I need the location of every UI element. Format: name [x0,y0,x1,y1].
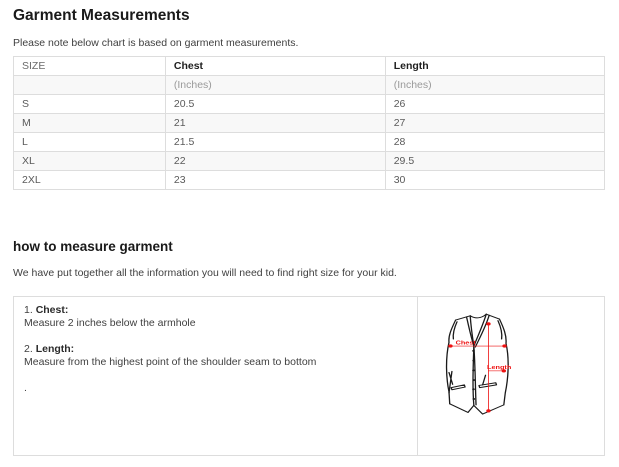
header-row: SIZE Chest Length [13,56,606,76]
column-header-size: SIZE [13,56,166,76]
length-cell: 27 [384,113,606,133]
vest-right-lapel-fold [474,314,490,348]
chest-cell: 20.5 [164,94,386,114]
length-label: Length [487,365,511,371]
measure-step-length: 2. Length: Measure from the highest poin… [24,343,407,369]
page-title: Garment Measurements [13,7,190,24]
size-cell: 2XL [13,170,166,190]
size-chart-table: SIZE Chest Length (Inches) (Inches) S 20… [13,56,606,190]
step-number: 2. [24,343,33,355]
column-header-length: Length [384,56,606,76]
size-cell: S [13,94,166,114]
units-chest-cell: (Inches) [164,75,386,95]
length-cell: 26 [384,94,606,114]
chest-cell: 21 [164,113,386,133]
vest-buttons [472,349,476,400]
chest-cell: 23 [164,170,386,190]
vest-left-hem [449,403,475,413]
vest-left-armhole [452,321,458,340]
note-text: Please note below chart is based on garm… [13,37,299,49]
vest-right-armhole [497,320,503,340]
vest-left-shoulder [454,315,471,321]
length-cell: 28 [384,132,606,152]
table-row: XL 22 29.5 [13,151,606,171]
size-cell: M [13,113,166,133]
measure-step-chest: 1. Chest: Measure 2 inches below the arm… [24,304,407,330]
vest-right-shoulder [485,313,501,320]
vest-front-edge-right [473,345,477,406]
length-cell: 29.5 [384,151,606,171]
size-cell: L [13,132,166,152]
vest-right-side [498,318,509,406]
step-description: Measure from the highest point of the sh… [24,356,317,368]
vest-right-crease [481,374,487,386]
step-label: Length: [35,343,75,355]
footnote-dot: . [24,382,27,394]
step-number: 1. [24,304,33,316]
measure-instructions: 1. Chest: Measure 2 inches below the arm… [14,297,418,455]
vest-right-lapel [473,313,487,347]
table-row: 2XL 23 30 [13,170,606,190]
units-length-cell: (Inches) [384,75,606,95]
table-row: L 21.5 28 [13,132,606,152]
vest-left-lapel-fold [465,316,475,347]
vest-left-crease [448,370,454,394]
units-row: (Inches) (Inches) [13,75,606,95]
length-cell: 30 [384,170,606,190]
column-header-chest: Chest [164,56,386,76]
chest-label: Chest [456,340,477,346]
vest-left-pocket [450,384,466,391]
measure-guide-panel: 1. Chest: Measure 2 inches below the arm… [13,296,605,456]
size-cell: XL [13,151,166,171]
step-label: Chest: [35,304,69,316]
vest-right-pocket [478,382,498,389]
chest-cell: 21.5 [164,132,386,152]
vest-diagram-cell: Chest Length [418,297,604,455]
units-size-cell [13,75,166,95]
intro-text: We have put together all the information… [13,267,397,279]
step-description: Measure 2 inches below the armhole [24,317,196,329]
vest-left-side [445,319,457,405]
chest-cell: 22 [164,151,386,171]
table-row: S 20.5 26 [13,94,606,114]
vest-right-hem [473,404,505,415]
vest-illustration: Chest Length [445,313,511,415]
table-row: M 21 27 [13,113,606,133]
vest-back-collar [469,313,487,319]
how-to-measure-heading: how to measure garment [13,239,173,254]
